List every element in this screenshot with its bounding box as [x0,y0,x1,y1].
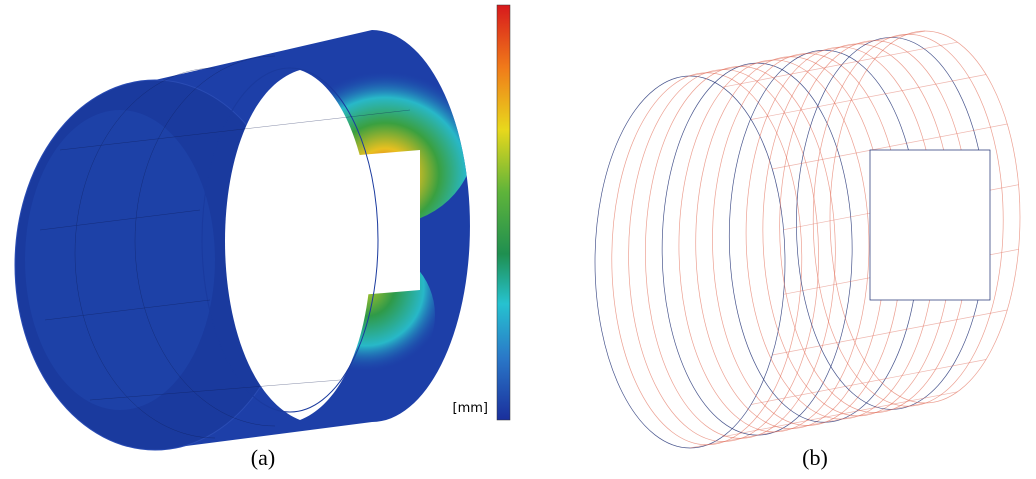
wire-line [629,70,819,442]
wire-line [645,66,835,438]
wire-line [595,76,785,448]
wire-line [696,57,886,429]
wire-line [612,73,802,445]
wire-line [722,42,957,87]
wire-line [690,31,925,76]
figure: [mm] (a) (b) [0,0,1036,479]
panel-label: (a) [251,445,275,470]
panel-label: (b) [802,445,828,470]
wire-line [870,150,990,300]
wire-line [690,403,925,448]
colorbar-unit: [mm] [453,401,488,416]
wire-line [679,60,869,432]
panel-a-image: [mm] [15,5,510,450]
panel-b-image [595,31,1020,448]
wire-line [662,63,852,435]
wire-line [772,310,1007,355]
